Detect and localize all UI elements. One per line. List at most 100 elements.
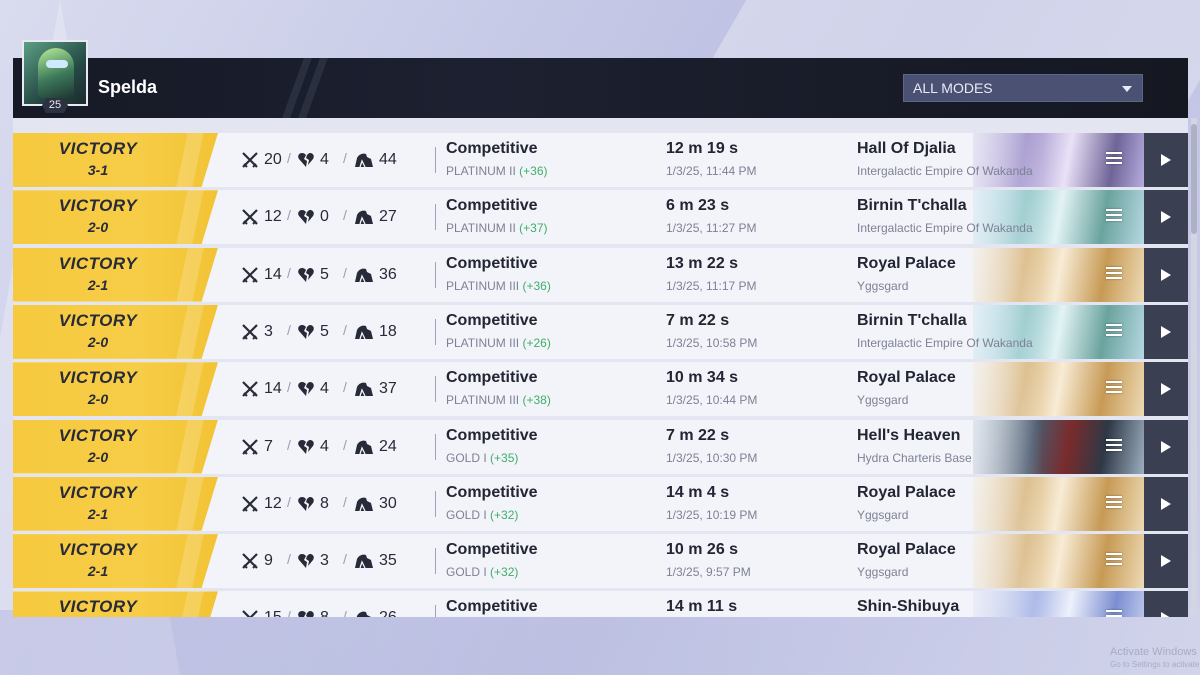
play-icon: [1161, 154, 1171, 166]
scrollbar-thumb[interactable]: [1191, 124, 1197, 234]
result-score: 2-0: [87, 333, 109, 350]
assists-stat: 37: [354, 362, 397, 416]
mode-filter-dropdown[interactable]: ALL MODES: [903, 74, 1143, 102]
result-banner: VICTORY: [13, 591, 218, 617]
menu-icon[interactable]: [1106, 553, 1122, 567]
replay-button[interactable]: [1144, 133, 1188, 187]
assists-stat: 35: [354, 534, 397, 588]
map-region: Intergalactic Empire Of Wakanda: [857, 221, 1033, 236]
kills-value: 9: [264, 552, 273, 570]
helmet-icon: [355, 382, 373, 397]
menu-icon[interactable]: [1106, 152, 1122, 166]
rank-change: (+36): [519, 164, 548, 178]
play-icon: [1161, 440, 1171, 453]
match-row[interactable]: VICTORY 15 / 8 / 26 Competitive 14 m 11 …: [13, 591, 1188, 617]
menu-icon[interactable]: [1106, 381, 1122, 395]
play-icon: [1161, 555, 1171, 568]
game-mode: Competitive: [446, 254, 538, 272]
match-datetime: 1/3/25, 10:58 PM: [666, 335, 758, 350]
map-thumbnail-fade: [943, 190, 1043, 245]
crossed-swords-icon: [242, 553, 258, 569]
deaths-stat: 4: [297, 133, 329, 187]
rank-tier: PLATINUM III: [446, 393, 520, 408]
replay-button[interactable]: [1144, 476, 1188, 531]
match-row[interactable]: VICTORY 2-0 12 / 0 / 27 Competitive PLAT…: [13, 190, 1188, 245]
stat-separator: /: [343, 150, 347, 166]
replay-button[interactable]: [1144, 362, 1188, 417]
game-mode: Competitive: [446, 426, 538, 444]
rank-tier: GOLD I: [446, 507, 487, 522]
helmet-icon: [355, 554, 373, 569]
avatar[interactable]: [22, 40, 88, 106]
assists-value: 35: [379, 552, 397, 570]
deaths-stat: 0: [297, 190, 329, 244]
match-history-list[interactable]: VICTORY 3-1 20 / 4 / 44 Competitive PLAT…: [13, 118, 1188, 617]
assists-value: 27: [379, 208, 397, 226]
assists-stat: 26: [354, 591, 397, 617]
result-label: VICTORY: [58, 310, 138, 330]
match-row[interactable]: VICTORY 2-0 14 / 4 / 37 Competitive PLAT…: [13, 362, 1188, 417]
result-score: 2-1: [87, 505, 109, 522]
match-datetime: 1/3/25, 10:44 PM: [666, 393, 758, 408]
rank-change: (+37): [519, 221, 548, 236]
mode-filter-value: ALL MODES: [913, 80, 993, 96]
broken-heart-icon: [298, 210, 314, 225]
match-row[interactable]: VICTORY 2-1 14 / 5 / 36 Competitive PLAT…: [13, 247, 1188, 302]
rank-info: PLATINUM II (+36): [446, 164, 548, 178]
kills-stat: 14: [241, 362, 282, 416]
play-icon: [1161, 211, 1171, 224]
replay-button[interactable]: [1144, 419, 1188, 474]
map-name: Hell's Heaven: [857, 426, 961, 444]
match-row[interactable]: VICTORY 2-1 12 / 8 / 30 Competitive GOLD…: [13, 476, 1188, 531]
match-datetime: 1/3/25, 10:19 PM: [666, 507, 758, 522]
rank-tier: PLATINUM III: [446, 278, 520, 293]
menu-icon[interactable]: [1106, 438, 1122, 453]
match-row[interactable]: VICTORY 3-1 20 / 4 / 44 Competitive PLAT…: [13, 133, 1188, 187]
avatar-hero-visor: [46, 60, 68, 68]
replay-button[interactable]: [1144, 190, 1188, 245]
match-duration: 10 m 26 s: [666, 541, 739, 559]
stat-separator: /: [287, 264, 291, 281]
column-divider: [435, 318, 436, 345]
crossed-swords-icon: [242, 438, 258, 455]
scrollbar[interactable]: [1191, 118, 1197, 617]
stat-separator: /: [287, 493, 291, 510]
menu-icon[interactable]: [1106, 209, 1122, 223]
match-row[interactable]: VICTORY 2-0 3 / 5 / 18 Competitive PLATI…: [13, 304, 1188, 359]
menu-icon[interactable]: [1106, 323, 1122, 338]
replay-button[interactable]: [1144, 247, 1188, 302]
deaths-stat: 8: [297, 477, 329, 531]
result-label: VICTORY: [58, 540, 138, 560]
replay-button[interactable]: [1144, 591, 1188, 617]
menu-icon[interactable]: [1106, 266, 1122, 281]
kills-value: 3: [264, 322, 273, 340]
map-thumbnail-fade: [943, 362, 1043, 417]
map-thumbnail-fade: [943, 534, 1043, 589]
menu-icon[interactable]: [1106, 495, 1122, 510]
match-datetime: 1/3/25, 11:27 PM: [666, 221, 757, 236]
assists-value: 36: [379, 265, 397, 283]
replay-button[interactable]: [1144, 534, 1188, 589]
result-banner: VICTORY 3-1: [13, 133, 218, 187]
kills-value: 7: [264, 437, 273, 455]
column-divider: [435, 204, 436, 231]
helmet-icon: [356, 612, 371, 617]
column-divider: [435, 605, 436, 617]
assists-stat: 36: [354, 248, 397, 302]
game-mode: Competitive: [446, 598, 538, 616]
result-score: 2-0: [87, 219, 109, 236]
deaths-value: 8: [320, 609, 329, 617]
background-footer: [0, 610, 1200, 675]
deaths-stat: 3: [297, 534, 329, 588]
match-row[interactable]: VICTORY 2-1 9 / 3 / 35 Competitive GOLD …: [13, 534, 1188, 589]
helmet-icon: [355, 325, 373, 340]
match-row[interactable]: VICTORY 2-0 7 / 4 / 24 Competitive GOLD …: [13, 419, 1188, 474]
result-banner: VICTORY 2-1: [13, 247, 218, 302]
menu-icon[interactable]: [1106, 610, 1122, 617]
deaths-value: 5: [320, 265, 329, 283]
helmet-icon: [355, 153, 373, 168]
game-mode: Competitive: [446, 483, 538, 501]
broken-heart-icon: [298, 324, 314, 339]
result-score: 2-0: [87, 391, 109, 408]
replay-button[interactable]: [1144, 304, 1188, 359]
